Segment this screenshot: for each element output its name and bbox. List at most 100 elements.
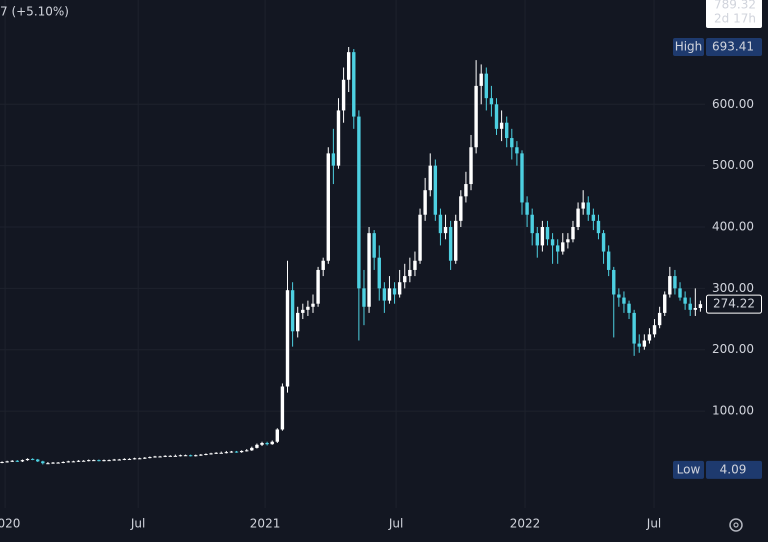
candle-body xyxy=(137,458,142,460)
last-price-label: 274.22 xyxy=(713,297,755,311)
candle-body xyxy=(341,79,346,111)
candle-body xyxy=(494,104,499,129)
candle-body xyxy=(372,233,376,258)
candle-body xyxy=(199,454,203,456)
candle-body xyxy=(153,456,157,458)
candle-body xyxy=(571,227,575,240)
x-tick-label: Jul xyxy=(646,517,661,531)
candle-body xyxy=(433,165,438,215)
candle-body xyxy=(397,282,402,295)
candle-body xyxy=(270,441,274,445)
candle-body xyxy=(71,461,76,463)
candle-body xyxy=(591,214,596,221)
x-tick-label: 2020 xyxy=(0,517,20,531)
candle-body xyxy=(336,110,341,166)
candle-body xyxy=(515,147,519,154)
candle-body xyxy=(479,73,483,86)
candle-body xyxy=(627,303,631,313)
candle-body xyxy=(56,462,60,464)
candle-body xyxy=(403,276,407,283)
candle-body xyxy=(367,233,371,307)
candle-body xyxy=(117,459,121,461)
candle-body xyxy=(255,444,259,448)
candle-body xyxy=(285,290,290,387)
candle-body xyxy=(194,455,198,457)
candle-body xyxy=(239,450,244,453)
candle-body xyxy=(224,452,229,454)
candle-body xyxy=(525,202,529,215)
candle-body xyxy=(86,460,91,462)
x-tick-label: 2022 xyxy=(510,517,541,531)
candle-body xyxy=(443,227,448,234)
candle-body xyxy=(250,447,254,451)
candle-body xyxy=(265,442,269,445)
candle-body xyxy=(448,227,453,261)
candle-body xyxy=(234,451,239,453)
candles xyxy=(0,46,703,465)
candle-body xyxy=(484,73,489,99)
candle-body xyxy=(606,251,611,270)
candle-body xyxy=(418,214,422,261)
candle-body xyxy=(581,202,585,209)
settings-gear[interactable] xyxy=(729,518,743,532)
high-value-label: 693.41 xyxy=(712,39,754,53)
candle-body xyxy=(601,233,606,252)
candle-body xyxy=(51,462,55,464)
candle-body xyxy=(183,455,188,457)
top-price-box xyxy=(706,0,762,28)
candle-body xyxy=(612,269,616,295)
candle-body xyxy=(520,153,524,203)
candle-body xyxy=(188,455,193,457)
settings-hub[interactable] xyxy=(733,522,739,528)
y-tick-label: 500.00 xyxy=(712,158,754,172)
candle-body xyxy=(25,458,30,461)
candle-body xyxy=(489,98,494,105)
countdown-label: 2d 17h xyxy=(714,12,756,26)
candle-body xyxy=(311,303,315,307)
settings-icon[interactable] xyxy=(729,518,743,532)
candle-body xyxy=(566,239,570,243)
candle-body xyxy=(576,208,580,228)
candle-body xyxy=(66,461,71,463)
candle-body xyxy=(132,458,137,460)
candle-body xyxy=(306,306,310,310)
candle-body xyxy=(377,257,381,289)
candle-body xyxy=(92,460,96,462)
candle-body xyxy=(586,202,590,215)
candle-body xyxy=(555,245,560,252)
low-value-box xyxy=(706,460,762,479)
low-tag-label: Low xyxy=(677,462,701,476)
candle-body xyxy=(352,52,356,117)
candle-body xyxy=(148,457,152,459)
x-tick-label: 2021 xyxy=(250,517,281,531)
candle-body xyxy=(321,260,325,270)
labels: 100.00 200.00 300.00 400.00 500.00 600.00 2020… xyxy=(0,0,762,531)
candle-body xyxy=(296,312,300,332)
candle-body xyxy=(173,455,178,457)
y-tick-label: 300.00 xyxy=(712,281,754,295)
candle-body xyxy=(76,460,81,462)
candle-body xyxy=(46,463,50,465)
candle-body xyxy=(30,458,35,460)
candle-body xyxy=(331,153,336,166)
candle-body xyxy=(357,116,361,289)
candle-body xyxy=(637,343,641,347)
candle-body xyxy=(550,239,555,246)
candle-body xyxy=(0,461,4,463)
candle-body xyxy=(688,303,692,310)
candle-body xyxy=(505,122,509,139)
candle-body xyxy=(683,297,687,304)
candle-body xyxy=(469,147,473,185)
candle-body xyxy=(657,312,662,326)
y-tick-label: 400.00 xyxy=(712,220,754,234)
candle-body xyxy=(678,288,682,298)
candle-body xyxy=(642,340,647,347)
candle-body xyxy=(474,85,478,148)
candle-body xyxy=(143,457,147,459)
candle-body xyxy=(510,138,514,148)
candle-body xyxy=(698,304,703,308)
candle-body xyxy=(209,453,213,455)
candle-body xyxy=(535,233,539,246)
